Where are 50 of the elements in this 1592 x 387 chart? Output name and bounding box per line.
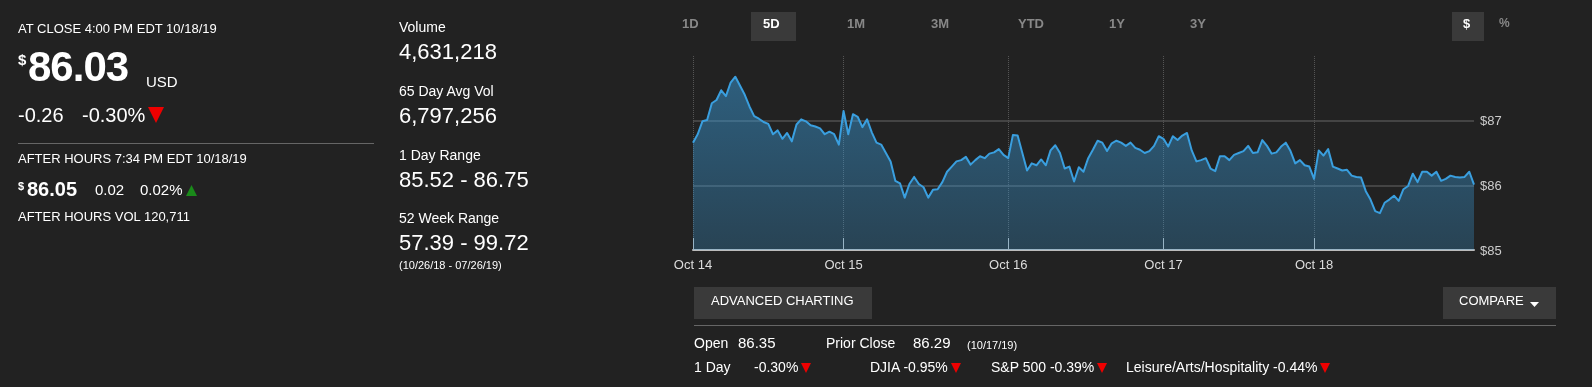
x-tick-label: Oct 16 [989, 257, 1028, 272]
text: AFTER HOURS 7:34 PM EDT 10/18/19 [18, 151, 247, 167]
text: 0.02% [140, 181, 183, 199]
text: AFTER HOURS VOL 120,711 [18, 209, 190, 225]
y-tick-label: $85 [1480, 242, 1502, 258]
text: DJIA -0.95% [870, 359, 948, 376]
text: 86.35 [738, 334, 776, 352]
text: -0.26 [18, 104, 64, 126]
text: Leisure/Arts/Hospitality -0.44% [1126, 359, 1318, 376]
y-tick-label: $87 [1480, 113, 1502, 129]
text: S&P 500 -0.39% [991, 359, 1095, 376]
text: AT CLOSE 4:00 PM EDT 10/18/19 [18, 21, 217, 37]
text: 6,797,256 [399, 103, 497, 129]
text: YTD [1018, 16, 1044, 32]
text: -0.30% [754, 359, 799, 376]
text: $ [18, 51, 27, 69]
text: 1 Day Range [399, 147, 481, 164]
text: 0.02 [95, 181, 125, 199]
text: COMPARE [1459, 293, 1524, 309]
text: -0.30% [82, 104, 146, 126]
text: 1M [847, 16, 866, 32]
text: 5D [763, 16, 780, 32]
x-tick-label: Oct 18 [1294, 257, 1334, 272]
text: (10/26/18 - 07/26/19) [399, 259, 502, 272]
text: 1 Day [694, 359, 731, 376]
text: Volume [399, 19, 446, 36]
text: % [1499, 16, 1510, 31]
text: Prior Close [826, 335, 896, 352]
x-tick-label: Oct 14 [673, 257, 713, 272]
text: 1D [682, 16, 699, 32]
text: $ [18, 180, 25, 193]
y-tick-label: $86 [1480, 177, 1502, 193]
text: USD [146, 73, 178, 91]
text: 85.52 - 86.75 [399, 167, 529, 193]
x-tick-label: Oct 15 [824, 257, 863, 272]
text: 86.29 [913, 334, 951, 352]
text: 86.03 [28, 43, 129, 91]
text: 3Y [1190, 16, 1206, 32]
text: 65 Day Avg Vol [399, 83, 494, 100]
text: 52 Week Range [399, 210, 500, 227]
text: 57.39 - 99.72 [399, 230, 529, 256]
text: (10/17/19) [967, 339, 1018, 352]
text: 86.05 [27, 178, 78, 200]
text: Open [694, 335, 729, 352]
text: 4,631,218 [399, 39, 497, 65]
text: $ [1463, 16, 1471, 32]
text: 1Y [1109, 16, 1125, 32]
x-tick-label: Oct 17 [1144, 257, 1183, 272]
text: ADVANCED CHARTING [711, 293, 854, 309]
text: 3M [931, 16, 950, 32]
